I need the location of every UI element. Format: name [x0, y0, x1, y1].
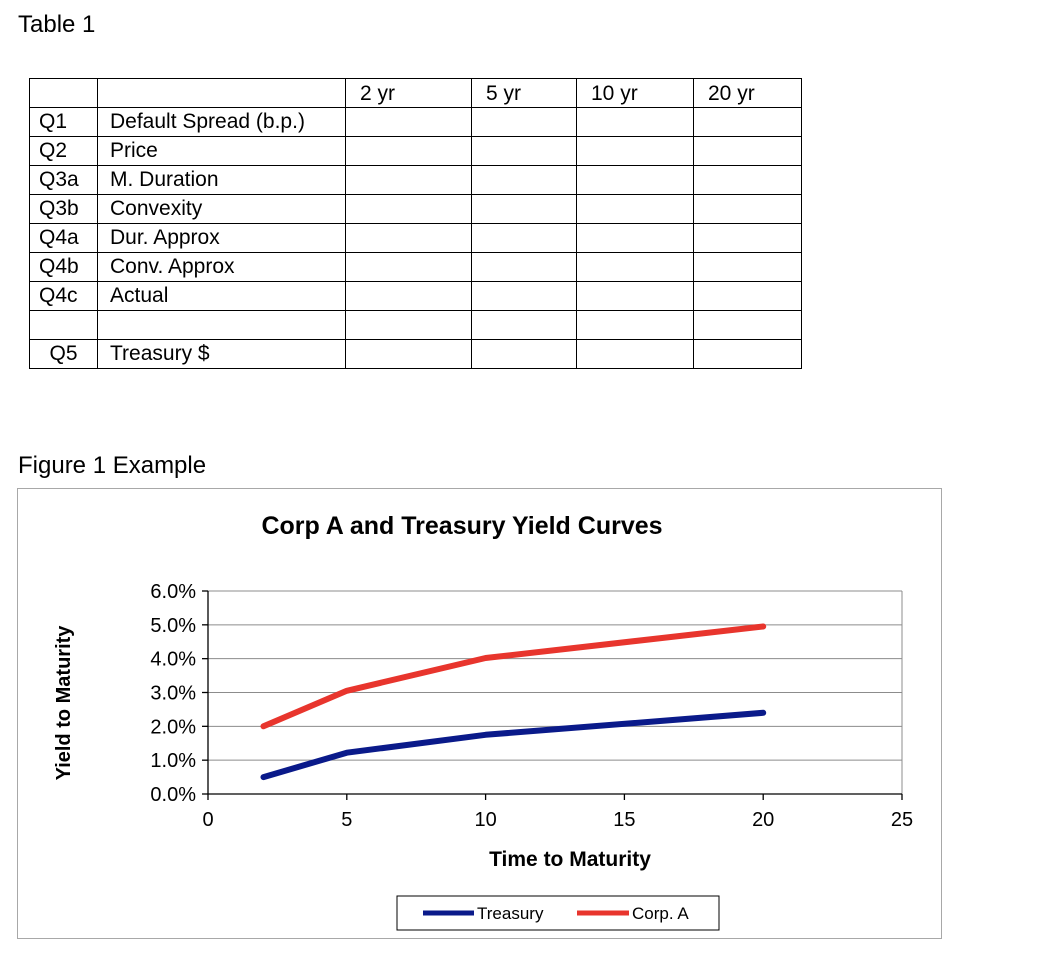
- x-tick-label: 5: [341, 809, 352, 831]
- answer-cell[interactable]: [693, 310, 802, 340]
- question-id: Q2: [29, 136, 98, 166]
- answer-cell[interactable]: [576, 281, 694, 311]
- question-id: Q4c: [29, 281, 98, 311]
- y-axis-title: Yield to Maturity: [53, 625, 75, 781]
- answer-cell[interactable]: [345, 136, 472, 166]
- answer-cell[interactable]: [576, 194, 694, 224]
- column-header: 2 yr: [345, 78, 472, 108]
- x-tick-label: 0: [202, 809, 213, 831]
- answer-cell[interactable]: [693, 252, 802, 282]
- answer-cell[interactable]: [693, 281, 802, 311]
- table-row: [29, 310, 802, 340]
- answer-cell[interactable]: [345, 107, 472, 137]
- answer-cell[interactable]: [471, 339, 577, 369]
- row-label: [97, 310, 346, 340]
- y-tick-label: 2.0%: [150, 716, 196, 738]
- chart-title: Corp A and Treasury Yield Curves: [261, 512, 662, 540]
- x-axis-title: Time to Maturity: [489, 848, 651, 871]
- y-tick-label: 0.0%: [150, 784, 196, 806]
- row-label: Convexity: [97, 194, 346, 224]
- x-tick-label: 25: [891, 809, 913, 831]
- answer-cell[interactable]: [345, 252, 472, 282]
- answer-cell[interactable]: [693, 194, 802, 224]
- x-tick-label: 20: [752, 809, 774, 831]
- answer-cell[interactable]: [576, 310, 694, 340]
- series-line-treasury: [260, 709, 767, 781]
- row-label: M. Duration: [97, 165, 346, 195]
- question-id: Q5: [29, 339, 98, 369]
- x-tick-label: 15: [613, 809, 635, 831]
- question-id: Q3b: [29, 194, 98, 224]
- question-id: Q4b: [29, 252, 98, 282]
- answer-cell[interactable]: [345, 194, 472, 224]
- row-label: Actual: [97, 281, 346, 311]
- answer-cell[interactable]: [576, 252, 694, 282]
- answer-cell[interactable]: [471, 310, 577, 340]
- answer-cell[interactable]: [345, 281, 472, 311]
- answer-cell[interactable]: [345, 223, 472, 253]
- answer-cell[interactable]: [471, 165, 577, 195]
- answer-cell[interactable]: [576, 223, 694, 253]
- row-label: Conv. Approx: [97, 252, 346, 282]
- answer-cell[interactable]: [693, 136, 802, 166]
- row-label: Treasury $: [97, 339, 346, 369]
- question-id: Q4a: [29, 223, 98, 253]
- y-tick-label: 5.0%: [150, 615, 196, 637]
- row-label: Price: [97, 136, 346, 166]
- column-header: 5 yr: [471, 78, 577, 108]
- answer-cell[interactable]: [345, 339, 472, 369]
- question-id: Q3a: [29, 165, 98, 195]
- x-tick-label: 10: [474, 809, 496, 831]
- y-tick-label: 4.0%: [150, 649, 196, 671]
- question-id: Q1: [29, 107, 98, 137]
- series-line-corp-a: [260, 623, 767, 730]
- answer-cell[interactable]: [693, 223, 802, 253]
- answer-cell[interactable]: [471, 281, 577, 311]
- y-tick-label: 1.0%: [150, 750, 196, 772]
- header-blank-cell: [29, 78, 98, 108]
- question-id: [29, 310, 98, 340]
- table-row: Q4a Dur. Approx: [29, 223, 802, 253]
- answer-cell[interactable]: [576, 107, 694, 137]
- answer-cell[interactable]: [471, 194, 577, 224]
- answer-cell[interactable]: [693, 165, 802, 195]
- table-row: Q3a M. Duration: [29, 165, 802, 195]
- legend-label: Treasury: [477, 904, 544, 923]
- yield-curve-chart: Corp A and Treasury Yield Curves 0.0% 1.0%…: [53, 512, 913, 931]
- answer-cell[interactable]: [576, 339, 694, 369]
- answer-cell[interactable]: [576, 165, 694, 195]
- row-label: Default Spread (b.p.): [97, 107, 346, 137]
- figure-caption: Figure 1 Example: [18, 452, 207, 479]
- answer-cell[interactable]: [471, 107, 577, 137]
- row-label: Dur. Approx: [97, 223, 346, 253]
- table-caption: Table 1: [18, 11, 96, 38]
- column-header: 10 yr: [576, 78, 694, 108]
- table-row: Q4c Actual: [29, 281, 802, 311]
- y-tick-label: 6.0%: [150, 581, 196, 603]
- table-row: Q1 Default Spread (b.p.): [29, 107, 802, 137]
- question-table: 2 yr 5 yr 10 yr 20 yr Q1 Default Spread (b.p.…: [29, 78, 802, 369]
- answer-cell[interactable]: [345, 310, 472, 340]
- answer-cell[interactable]: [471, 252, 577, 282]
- y-tick-label: 3.0%: [150, 683, 196, 705]
- answer-cell[interactable]: [471, 136, 577, 166]
- answer-cell[interactable]: [576, 136, 694, 166]
- table-row: Q5 Treasury $: [29, 339, 802, 369]
- column-header: 20 yr: [693, 78, 802, 108]
- table-header-row: 2 yr 5 yr 10 yr 20 yr: [29, 78, 802, 108]
- chart-frame: Corp A and Treasury Yield Curves 0.0% 1.0%…: [17, 488, 942, 939]
- header-blank-cell: [97, 78, 346, 108]
- table-row: Q2 Price: [29, 136, 802, 166]
- answer-cell[interactable]: [471, 223, 577, 253]
- answer-cell[interactable]: [693, 107, 802, 137]
- answer-cell[interactable]: [693, 339, 802, 369]
- table-row: Q3b Convexity: [29, 194, 802, 224]
- table-row: Q4b Conv. Approx: [29, 252, 802, 282]
- answer-cell[interactable]: [345, 165, 472, 195]
- legend-label: Corp. A: [632, 904, 689, 923]
